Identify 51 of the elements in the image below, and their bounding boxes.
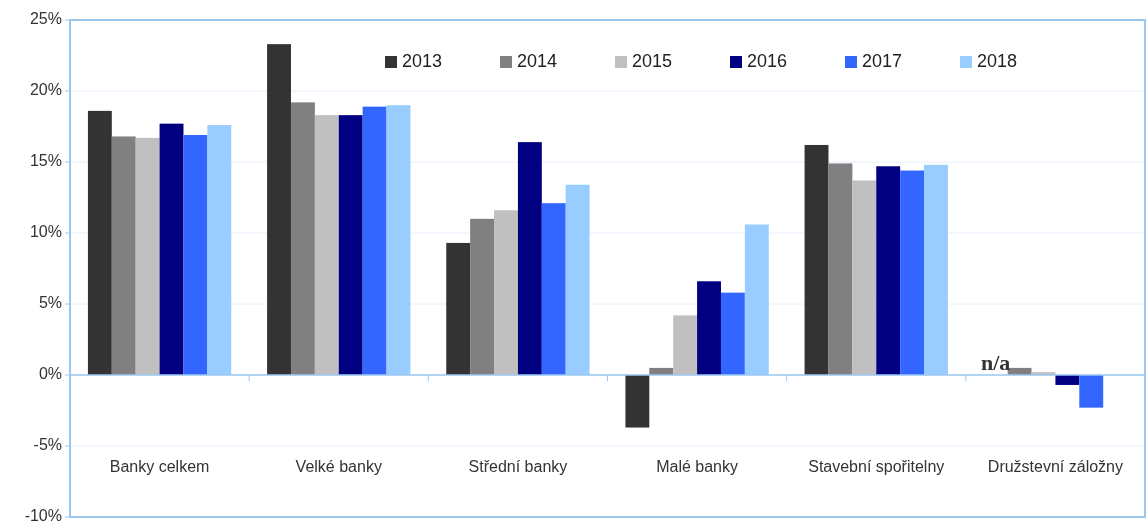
y-tick-label: 25% xyxy=(29,10,62,28)
y-tick-label: -5% xyxy=(33,436,62,454)
bar xyxy=(673,315,698,375)
bar xyxy=(517,142,542,375)
bar xyxy=(290,102,315,375)
bar xyxy=(541,203,566,375)
bar xyxy=(852,180,877,375)
bar xyxy=(314,115,339,375)
bar xyxy=(135,137,160,375)
x-tick-label: Střední banky xyxy=(468,458,568,476)
legend-label: 2015 xyxy=(632,50,673,71)
y-tick-label: 0% xyxy=(38,365,62,383)
bar xyxy=(267,44,291,375)
x-tick-label: Družstevní záložny xyxy=(987,458,1123,476)
bar xyxy=(362,106,387,375)
bar xyxy=(697,281,721,375)
bar xyxy=(1079,375,1104,408)
bar xyxy=(565,184,590,375)
y-tick-label: 20% xyxy=(29,81,62,99)
bar xyxy=(720,292,745,375)
legend-label: 2017 xyxy=(862,50,903,71)
bar xyxy=(924,164,948,375)
bar xyxy=(159,123,184,375)
bar xyxy=(494,210,518,375)
bar xyxy=(111,136,136,375)
bar xyxy=(183,135,208,375)
y-tick-label: 10% xyxy=(29,223,62,241)
y-tick-label: -10% xyxy=(24,507,62,525)
bar xyxy=(828,163,853,375)
bar xyxy=(804,144,829,375)
x-tick-label: Banky celkem xyxy=(109,458,210,476)
bar xyxy=(207,125,232,375)
legend-label: 2018 xyxy=(977,50,1018,71)
bar xyxy=(625,375,650,428)
y-tick-label: 5% xyxy=(38,294,62,312)
bar xyxy=(876,166,901,375)
x-tick-label: Stavební spořitelny xyxy=(808,458,945,476)
annotation: n/a xyxy=(981,350,1011,375)
bar xyxy=(446,242,471,375)
x-tick-label: Malé banky xyxy=(656,458,738,476)
y-tick-label: 15% xyxy=(29,152,62,170)
bar xyxy=(338,115,363,375)
bar xyxy=(900,170,925,375)
bar xyxy=(744,224,769,375)
legend-label: 2016 xyxy=(747,50,788,71)
bar xyxy=(386,105,411,375)
bar xyxy=(470,218,495,375)
legend-label: 2013 xyxy=(402,50,443,71)
legend-label: 2014 xyxy=(517,50,558,71)
bar xyxy=(87,110,112,375)
x-tick-label: Velké banky xyxy=(295,458,382,476)
